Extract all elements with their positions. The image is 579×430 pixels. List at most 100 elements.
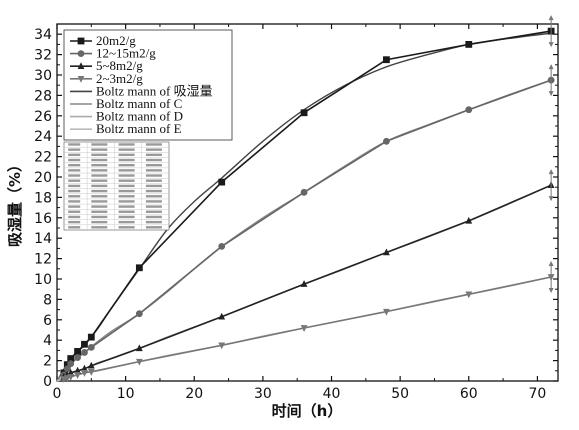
- table-cell-text: [145, 148, 162, 151]
- table-cell-text: [68, 189, 81, 193]
- legend-item: 12~15m2/g: [70, 46, 156, 61]
- y-tick-label: 26: [34, 109, 52, 125]
- fit-parameter-table-image: [63, 141, 170, 231]
- table-cell-text: [118, 195, 135, 198]
- legend-item: Boltz mann of 吸湿量: [70, 83, 213, 98]
- table-cell-text: [118, 200, 135, 203]
- table-cell-text: [68, 215, 81, 219]
- data-point: [383, 308, 390, 316]
- table-cell-text: [145, 189, 162, 193]
- table-cell-text: [91, 174, 108, 177]
- table-cell-text: [118, 179, 135, 182]
- y-axis-title: 吸湿量（%）: [6, 157, 24, 247]
- table-cell-text: [68, 200, 81, 203]
- table-cell-text: [68, 184, 81, 188]
- y-tick-label: 34: [34, 27, 52, 43]
- x-tick-label: 10: [117, 386, 135, 402]
- end-arrow-head-up: [548, 15, 554, 21]
- data-point: [87, 361, 95, 369]
- table-cell-text: [91, 163, 108, 167]
- data-point: [383, 248, 390, 256]
- y-tick-label: 32: [34, 48, 52, 64]
- x-tick-label: 40: [323, 386, 341, 402]
- data-point: [87, 343, 95, 351]
- data-point: [67, 374, 75, 381]
- table-cell-text: [91, 195, 108, 198]
- table-cell-text: [91, 143, 108, 146]
- legend-label: Boltz mann of C: [96, 96, 182, 111]
- legend-item: Boltz mann of C: [70, 96, 182, 111]
- table-cell-text: [118, 158, 135, 162]
- table-cell-text: [145, 220, 162, 224]
- x-tick-label: 30: [254, 386, 272, 402]
- table-cell-text: [118, 220, 135, 224]
- y-tick-label: 20: [34, 170, 52, 186]
- y-tick-label: 6: [43, 313, 52, 329]
- data-point: [63, 365, 71, 373]
- legend-label: 5~8m2/g: [96, 58, 143, 73]
- table-cell-text: [118, 226, 135, 229]
- x-tick-label: 60: [460, 386, 478, 402]
- legend-label: Boltz mann of 吸湿量: [96, 83, 213, 98]
- table-cell-text: [91, 226, 108, 229]
- table-cell-text: [145, 226, 162, 229]
- y-tick-label: 28: [34, 88, 52, 104]
- end-arrow-head-down: [548, 42, 554, 48]
- table-cell-text: [118, 148, 135, 151]
- end-arrow-head-up: [548, 169, 554, 175]
- table-cell-text: [145, 215, 162, 219]
- table-cell-text: [91, 179, 108, 182]
- table-cell-text: [68, 179, 81, 182]
- data-point: [465, 106, 473, 114]
- data-point: [135, 310, 143, 318]
- x-axis-title: 时间（h）: [272, 402, 343, 420]
- table-cell-text: [91, 205, 108, 208]
- y-tick-label: 16: [34, 211, 52, 227]
- end-arrow-head-down: [548, 91, 554, 97]
- table-cell-text: [91, 210, 108, 213]
- data-point: [74, 354, 81, 361]
- data-point: [383, 137, 390, 145]
- y-tick-label: 30: [34, 68, 52, 84]
- data-point: [67, 368, 75, 376]
- table-cell-text: [118, 143, 135, 146]
- legend-label: Boltz mann of E: [96, 121, 182, 136]
- table-cell-text: [118, 189, 135, 193]
- plot-frame: [56, 23, 559, 382]
- table-cell-text: [145, 210, 162, 213]
- end-arrow-marker: [548, 15, 554, 48]
- table-cell-text: [145, 158, 162, 162]
- table-cell-text: [145, 200, 162, 203]
- table-cell-text: [91, 148, 108, 151]
- axis-ticks: [56, 23, 558, 382]
- y-tick-label: 24: [34, 129, 52, 145]
- data-point: [81, 340, 88, 348]
- table-cell-text: [91, 200, 108, 203]
- data-point: [67, 355, 75, 362]
- data-point: [74, 348, 81, 355]
- data-point: [383, 56, 390, 64]
- end-arrow-head-down: [548, 287, 554, 293]
- table-cell-text: [68, 226, 81, 229]
- end-arrow-head-down: [548, 196, 554, 202]
- x-tick-label: 0: [53, 386, 62, 402]
- data-markers: [60, 27, 555, 383]
- data-point: [135, 358, 143, 366]
- data-point: [218, 342, 226, 350]
- table-cell-text: [91, 220, 108, 224]
- table-cell-text: [118, 153, 135, 157]
- series-line-4: [63, 276, 552, 380]
- table-cell-text: [68, 169, 81, 172]
- legend-box: [63, 29, 233, 141]
- table-cell-text: [145, 153, 162, 157]
- table-cell-text: [118, 215, 135, 219]
- table-cell-text: [91, 189, 108, 193]
- table-cell-text: [145, 174, 162, 177]
- legend-label: 20m2/g: [96, 33, 136, 48]
- legend-item: Boltz mann of E: [70, 121, 182, 136]
- y-tick-label: 10: [34, 272, 52, 288]
